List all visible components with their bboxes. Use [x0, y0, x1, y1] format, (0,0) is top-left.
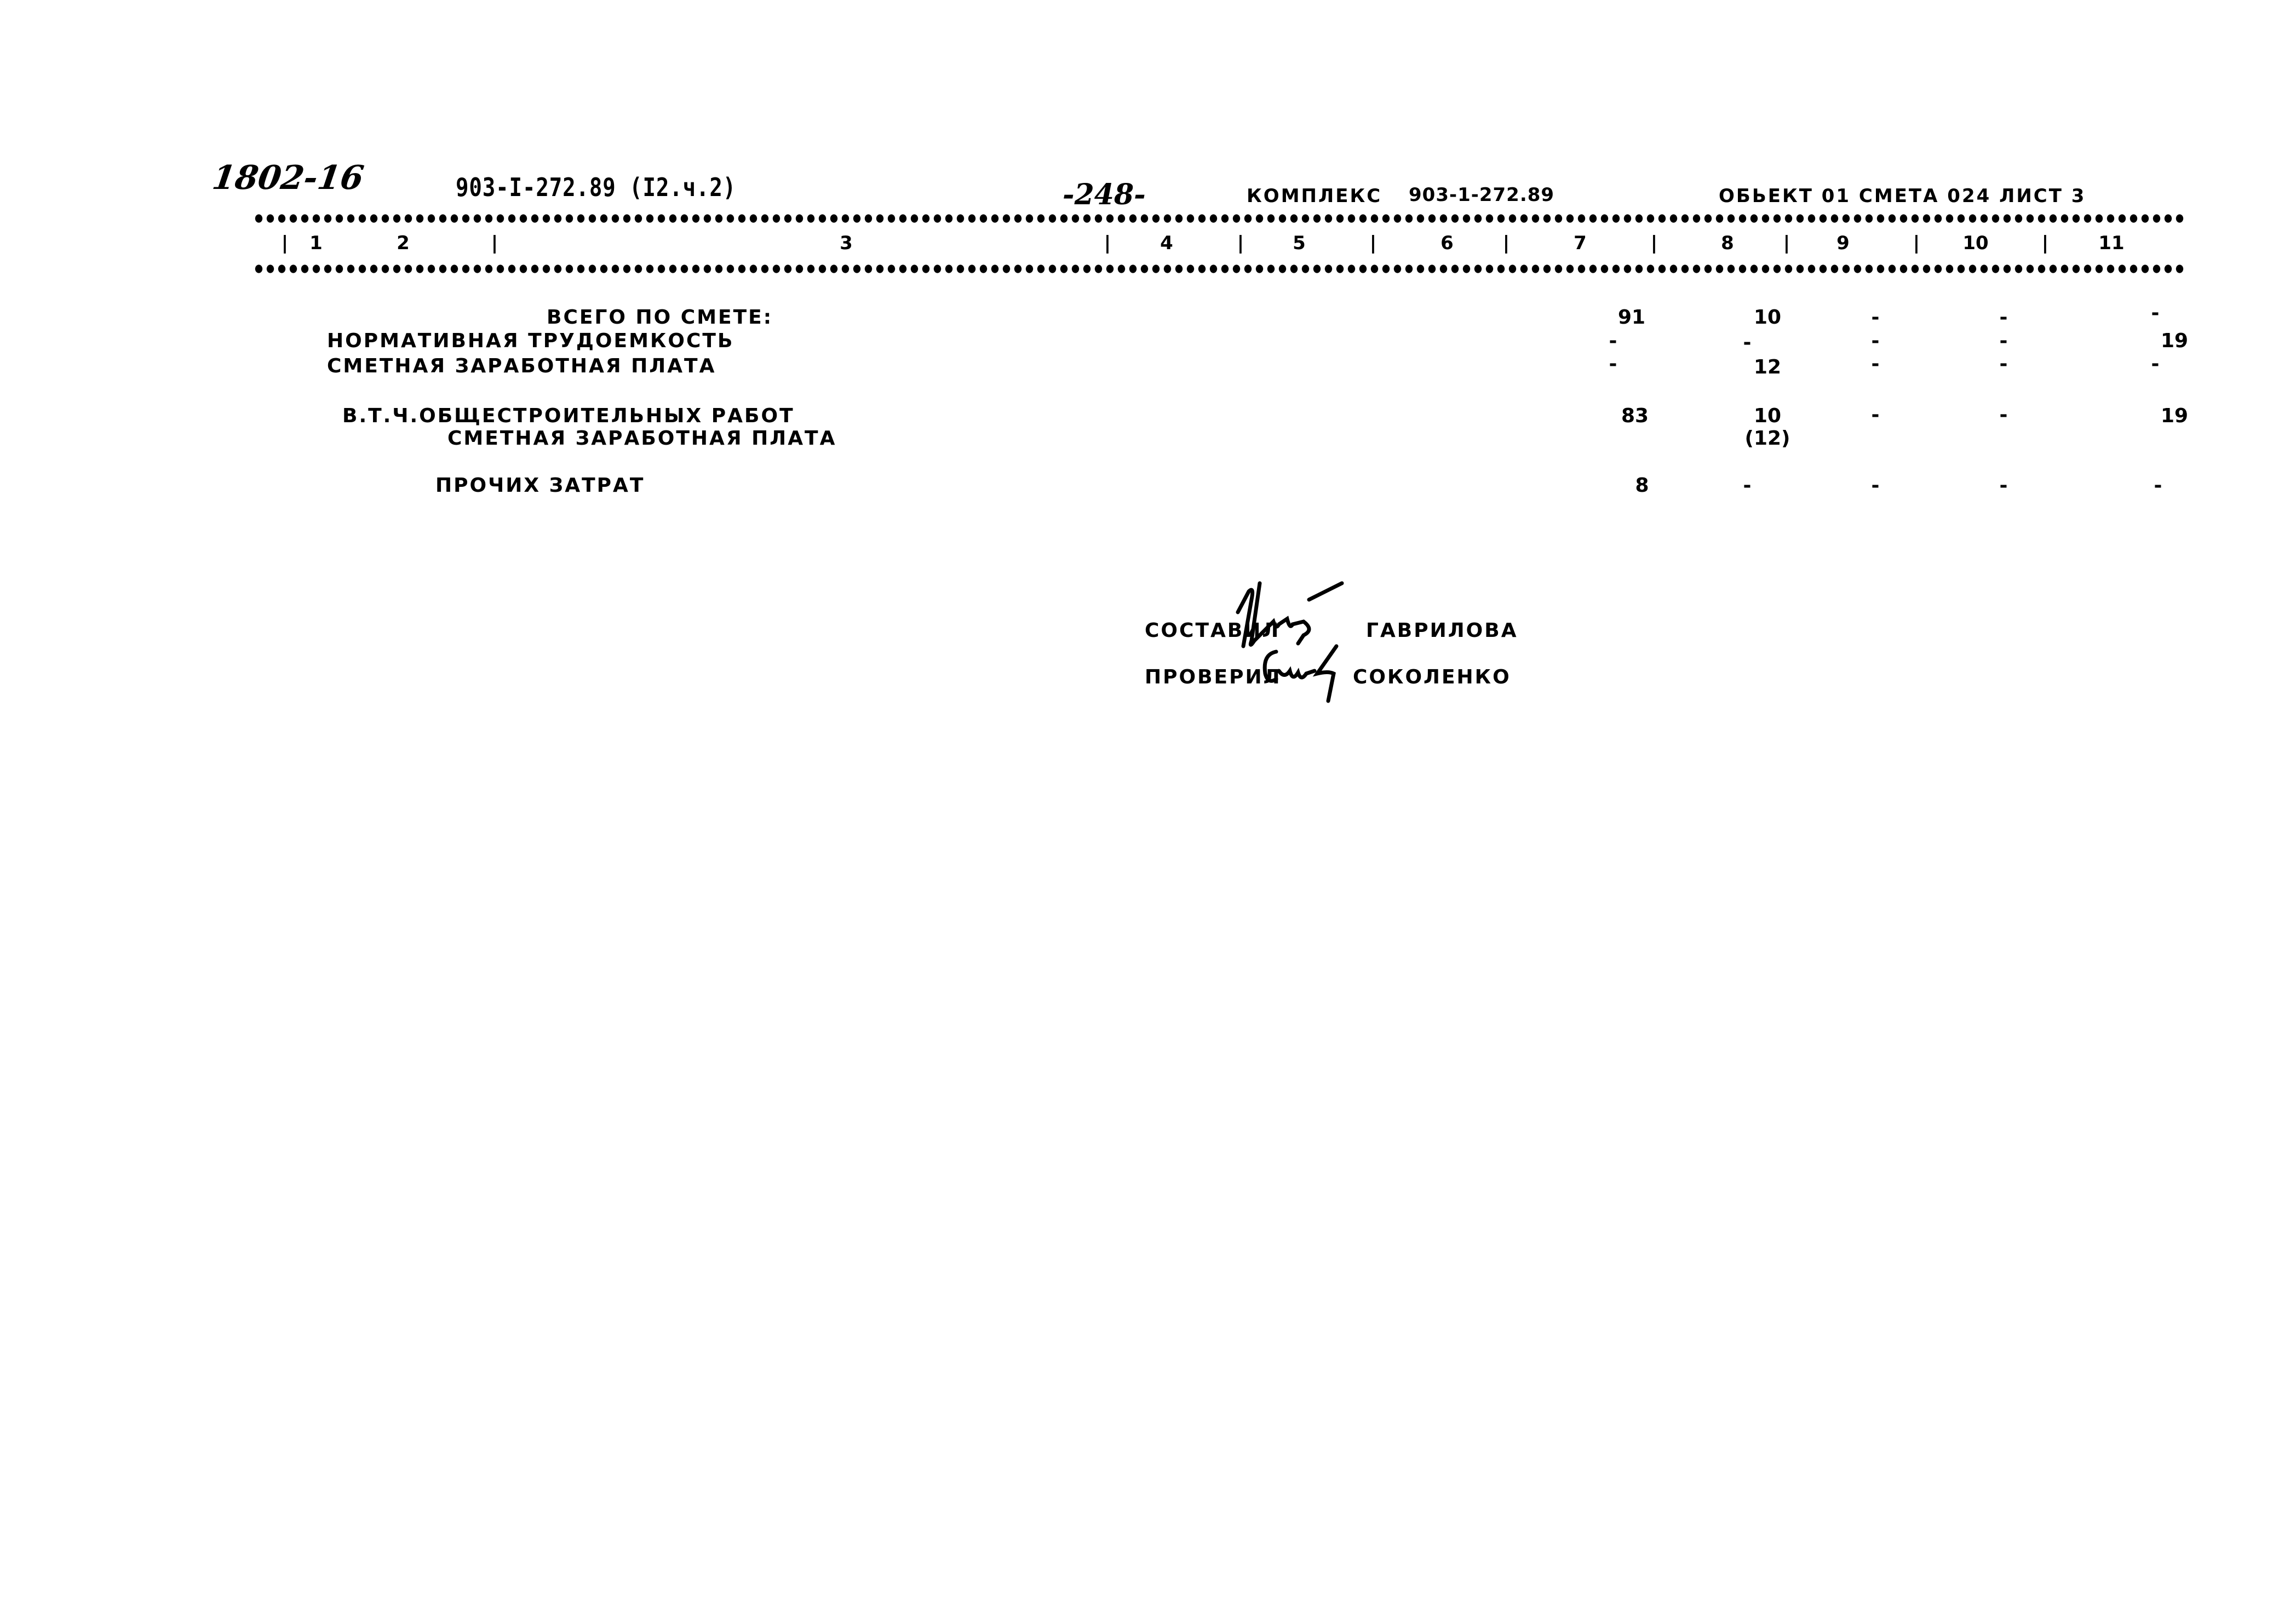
column-number: 10: [1962, 232, 1989, 254]
column-separator: |: [281, 232, 289, 254]
column-separator: |: [2041, 232, 2049, 254]
cell-col10: -: [1999, 474, 2008, 497]
table-header-rule: [253, 265, 2186, 273]
signature-compiler: [1236, 581, 1344, 648]
cell-col8: 12: [1753, 356, 1782, 378]
project-code: 903-I-272.89 (I2.ч.2): [456, 173, 737, 202]
cell-col9: -: [1871, 353, 1880, 375]
column-number: 1: [309, 232, 323, 254]
cell-col9: -: [1871, 474, 1880, 497]
table-top-rule: [253, 214, 2186, 223]
column-separator: |: [1650, 232, 1658, 254]
cell-col7: 8: [1635, 474, 1649, 497]
cell-col10: -: [1999, 404, 2008, 426]
cell-col7: 83: [1621, 405, 1649, 427]
column-number: 11: [2098, 232, 2125, 254]
cell-col11: 19: [2160, 330, 2189, 352]
cell-col9: -: [1871, 306, 1880, 329]
cell-col9: -: [1871, 404, 1880, 426]
cell-col11: -: [2151, 353, 2160, 375]
row-label: СМЕТНАЯ ЗАРАБОТНАЯ ПЛАТА: [327, 355, 716, 377]
cell-col11: -: [2154, 474, 2162, 497]
cell-col11: 19: [2160, 405, 2189, 427]
cell-col9: -: [1871, 330, 1880, 352]
column-number: 4: [1160, 232, 1173, 254]
cell-col7: -: [1609, 330, 1617, 352]
column-separator: |: [1913, 232, 1920, 254]
cell-col8: (12): [1744, 427, 1790, 450]
cell-col10: -: [1999, 353, 2008, 375]
row-label: НОРМАТИВНАЯ ТРУДОЕМКОСТЬ: [327, 330, 734, 352]
column-number: 8: [1721, 232, 1734, 254]
compiler-name: ГАВРИЛОВА: [1366, 619, 1518, 642]
column-separator: |: [491, 232, 498, 254]
cell-col8: -: [1743, 474, 1752, 497]
object-sheet-info: ОБЬЕКТ 01 СМЕТА 024 ЛИСТ 3: [1719, 185, 2086, 207]
complex-label: КОМПЛЕКС: [1247, 185, 1382, 207]
column-separator: |: [1502, 232, 1510, 254]
column-separator: |: [1104, 232, 1111, 254]
cell-col8: -: [1743, 331, 1752, 354]
cell-col7: -: [1609, 353, 1617, 375]
signature-checker: [1262, 644, 1339, 703]
row-label: ПРОЧИХ ЗАТРАТ: [435, 474, 645, 497]
column-number: 9: [1836, 232, 1850, 254]
column-number: 2: [397, 232, 410, 254]
cell-col10: -: [1999, 330, 2008, 352]
checked-by-label: ПРОВЕРИЛ: [1145, 666, 1282, 688]
column-number: 7: [1574, 232, 1587, 254]
row-label: СМЕТНАЯ ЗАРАБОТНАЯ ПЛАТА: [447, 427, 837, 450]
column-separator: |: [1783, 232, 1790, 254]
column-separator: |: [1237, 232, 1244, 254]
checker-name: СОКОЛЕНКО: [1353, 666, 1511, 688]
page-number: -248-: [1063, 178, 1146, 211]
handwritten-code: 1802-16: [210, 159, 366, 197]
complex-code: 903-1-272.89: [1409, 184, 1555, 206]
cell-col8: 10: [1753, 405, 1782, 427]
row-label: ВСЕГО ПО СМЕТЕ:: [547, 306, 773, 329]
cell-col11: -: [2151, 302, 2160, 324]
row-label: В.Т.Ч.ОБЩЕСТРОИТЕЛЬНЫХ РАБОТ: [342, 405, 795, 427]
column-number: 5: [1293, 232, 1306, 254]
cell-col7: 91: [1617, 306, 1646, 329]
cell-col8: 10: [1753, 306, 1782, 329]
column-number: 6: [1440, 232, 1454, 254]
column-number: 3: [840, 232, 853, 254]
column-separator: |: [1369, 232, 1377, 254]
cell-col10: -: [1999, 306, 2008, 329]
